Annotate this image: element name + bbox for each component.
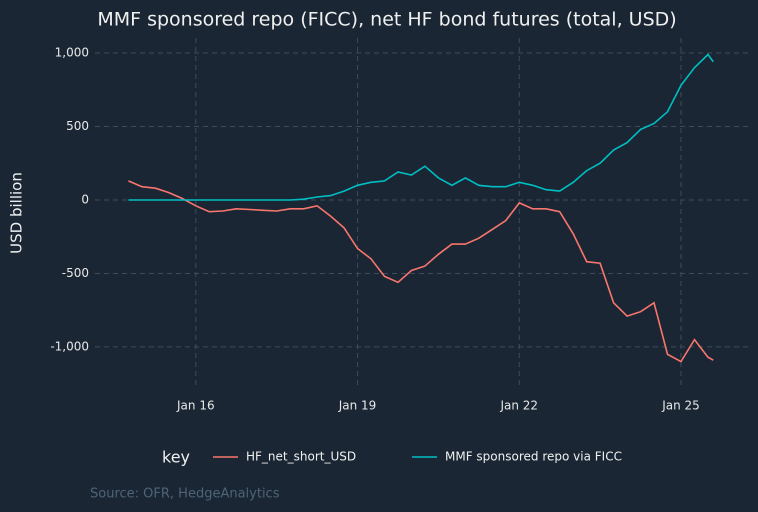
legend-title: key [162, 448, 190, 467]
y-axis-label: USD billion [8, 172, 26, 254]
y-tick-label: -1,000 [50, 339, 89, 353]
x-tick-label: Jan 22 [499, 399, 538, 413]
y-tick-label: 0 [81, 192, 89, 206]
y-tick-label: 1,000 [55, 45, 89, 59]
y-tick-label: -500 [62, 266, 89, 280]
x-tick-label: Jan 19 [338, 399, 377, 413]
source: Source: OFR, HedgeAnalytics [90, 487, 280, 502]
x-tick-label: Jan 25 [661, 399, 700, 413]
x-tick-label: Jan 16 [176, 399, 215, 413]
y-tick-label: 500 [66, 119, 89, 133]
data-line [128, 53, 714, 201]
legend-label: HF_net_short_USD [246, 450, 356, 464]
legend-label: MMF sponsored repo via FICC [445, 450, 622, 464]
chart-title: MMF sponsored repo (FICC), net HF bond f… [97, 9, 676, 31]
data-line [128, 180, 714, 363]
